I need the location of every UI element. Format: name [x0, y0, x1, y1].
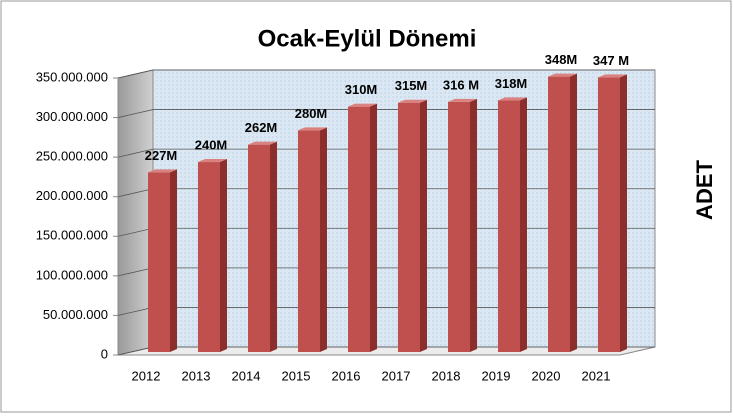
bar-side	[420, 99, 427, 352]
x-tick-label: 2013	[182, 368, 211, 383]
bar-side	[620, 74, 627, 353]
bar-top	[248, 141, 277, 145]
value-label: 318M	[495, 76, 528, 91]
value-label: 316 M	[443, 77, 479, 92]
x-tick-label: 2021	[582, 368, 611, 383]
value-label: 240M	[195, 137, 228, 152]
x-tick-label: 2014	[232, 368, 261, 383]
grid-line	[117, 69, 655, 79]
bar-side	[320, 127, 327, 353]
bar	[298, 130, 320, 352]
bar	[398, 102, 420, 352]
bar	[598, 77, 620, 353]
bar	[498, 100, 520, 352]
side-wall	[117, 69, 154, 356]
bar-side	[220, 159, 227, 352]
bar-top	[348, 103, 377, 107]
y-tick-label: 150.000.000	[36, 228, 108, 243]
y-tick-label: 100.000.000	[36, 267, 108, 282]
bar-top	[448, 98, 477, 102]
bar-top	[198, 159, 227, 163]
bar	[448, 101, 470, 352]
value-label: 280M	[295, 106, 328, 121]
bar-top	[398, 99, 427, 103]
y-tick-label: 250.000.000	[36, 149, 108, 164]
x-tick-label: 2012	[132, 368, 161, 383]
bar	[198, 162, 220, 352]
y-tick-label: 350.000.000	[36, 69, 108, 84]
grid-line	[117, 148, 655, 158]
x-tick-label: 2020	[532, 368, 561, 383]
bar	[548, 76, 570, 352]
y-axis-label: ADET	[692, 159, 717, 219]
bar-side	[270, 141, 277, 352]
value-label: 227M	[145, 148, 178, 163]
x-tick-label: 2015	[282, 368, 311, 383]
bar-side	[520, 97, 527, 352]
bar-top	[598, 74, 627, 78]
bar-side	[170, 169, 177, 352]
bar-top	[498, 97, 527, 101]
y-tick-label: 300.000.000	[36, 109, 108, 124]
x-tick-label: 2016	[332, 368, 361, 383]
y-tick-label: 0	[101, 346, 108, 361]
x-tick-label: 2017	[382, 368, 411, 383]
value-label: 310M	[345, 82, 378, 97]
bar	[348, 106, 370, 353]
bar-side	[570, 73, 577, 352]
bar	[248, 144, 270, 352]
bar-side	[470, 98, 477, 352]
value-label: 262M	[245, 120, 278, 135]
chart-title: Ocak-Eylül Dönemi	[258, 25, 477, 52]
value-label: 315M	[395, 78, 428, 93]
x-tick-label: 2019	[482, 368, 511, 383]
bar-top	[298, 127, 327, 131]
y-tick-label: 200.000.000	[36, 188, 108, 203]
bar-top	[148, 169, 177, 173]
bar-top	[548, 73, 577, 77]
y-tick-label: 50.000.000	[43, 307, 108, 322]
bar-side	[370, 103, 377, 353]
value-label: 348M	[545, 52, 578, 67]
x-tick-label: 2018	[432, 368, 461, 383]
grid-line	[117, 109, 655, 118]
bar	[148, 172, 170, 352]
value-label: 347 M	[593, 53, 629, 68]
